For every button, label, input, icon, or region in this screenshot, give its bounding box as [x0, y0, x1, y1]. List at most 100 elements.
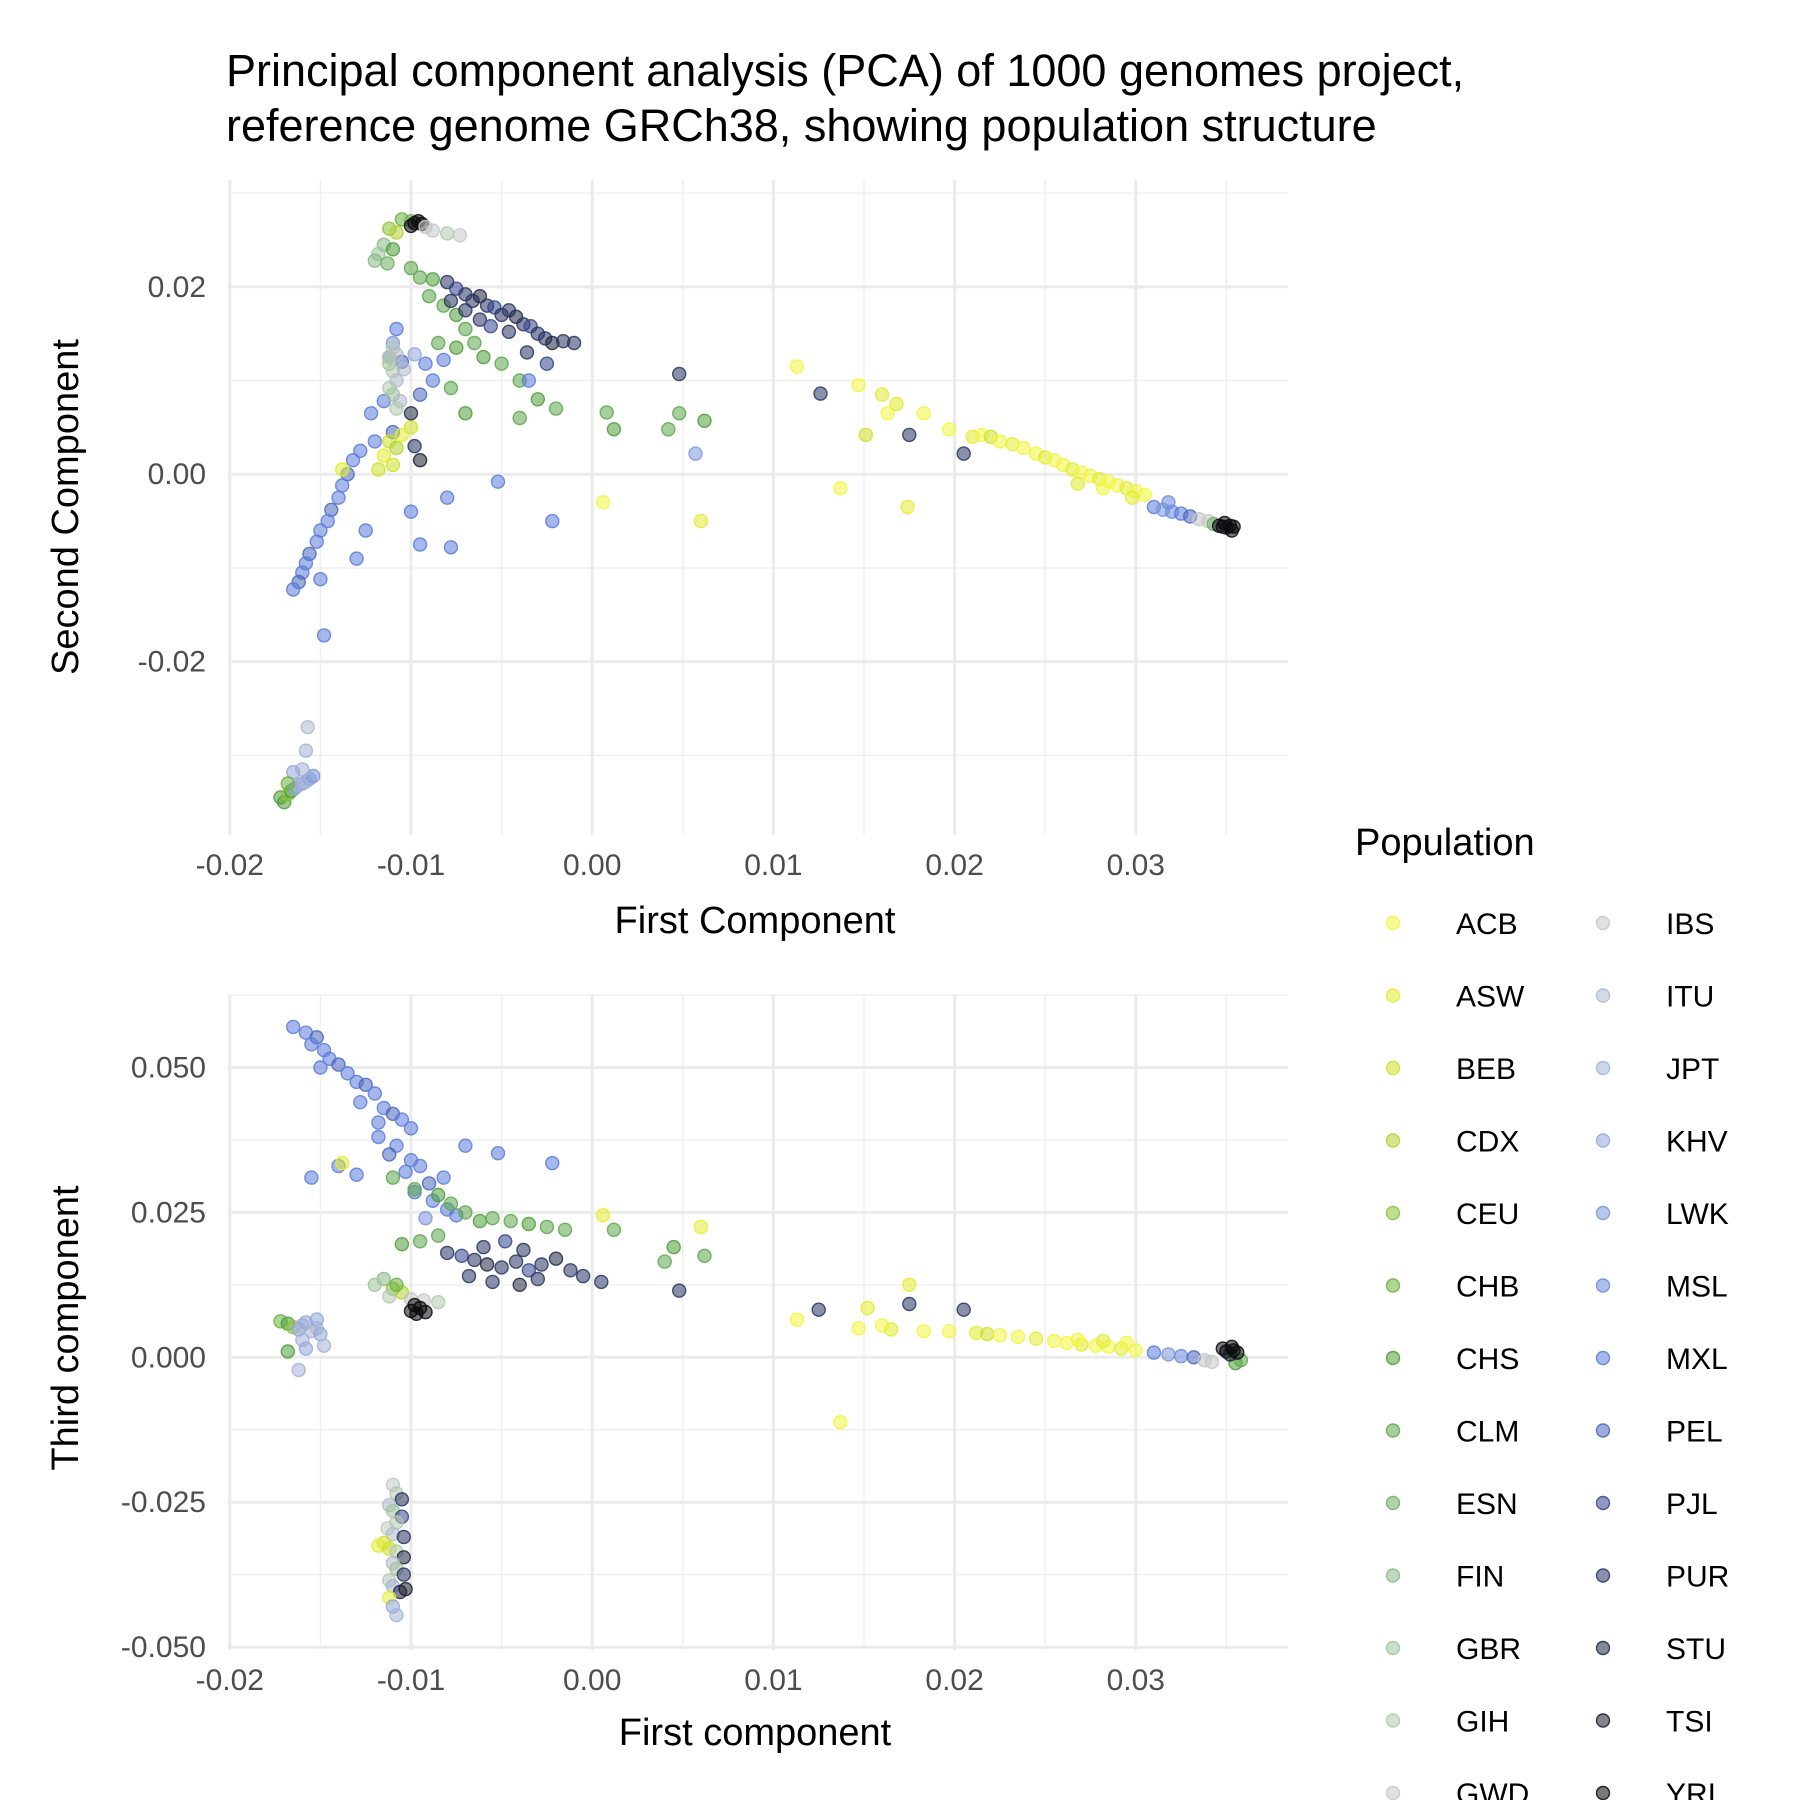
legend-label-clm: CLM — [1456, 1416, 1519, 1449]
data-point-mxl — [313, 572, 328, 587]
data-point-cdx — [389, 440, 404, 456]
data-point-clm — [443, 1196, 459, 1211]
data-point-pur — [519, 345, 535, 360]
data-point-clm — [548, 401, 564, 416]
data-point-asw — [595, 1208, 611, 1223]
data-point-pel — [382, 1147, 397, 1162]
data-point-mxl — [545, 513, 560, 529]
data-point-pur — [508, 1254, 524, 1269]
data-point-asw — [394, 427, 410, 443]
data-point-mxl — [367, 434, 382, 449]
legend-label-lwk: LWK — [1666, 1198, 1729, 1231]
data-point-msl — [1173, 1348, 1189, 1364]
data-point-gwd — [1204, 1354, 1220, 1370]
legend-label-gih: GIH — [1456, 1706, 1509, 1739]
data-point-chb — [280, 776, 295, 791]
y-axis-label-top: Second Component — [45, 339, 87, 675]
data-point-clm — [657, 1254, 672, 1269]
data-point-pur — [563, 1263, 578, 1278]
data-point-acb — [789, 359, 805, 374]
data-point-pur — [485, 1274, 500, 1290]
legend-label-pur: PUR — [1666, 1561, 1729, 1594]
data-point-stu — [472, 289, 488, 304]
data-point-mxl — [403, 1121, 419, 1136]
data-point-pur — [396, 1529, 411, 1545]
data-point-chs — [472, 1213, 488, 1229]
data-point-asw — [889, 396, 904, 412]
data-point-acb — [595, 495, 611, 510]
chart-title-line-1: Principal component analysis (PCA) of 10… — [226, 45, 1464, 96]
data-point-clm — [412, 270, 428, 285]
data-point-mxl — [353, 1094, 368, 1110]
x-tick-label: 0.00 — [563, 849, 621, 882]
x-tick-label: 0.01 — [744, 849, 802, 882]
data-point-itu — [300, 720, 315, 735]
data-point-msl — [1161, 495, 1176, 510]
data-point-gih — [382, 349, 397, 365]
data-point-pur — [501, 324, 517, 339]
data-point-stu — [396, 1550, 411, 1565]
data-point-mxl — [367, 1086, 382, 1101]
legend-key-cdx — [1385, 1133, 1401, 1148]
legend-key-yri — [1595, 1785, 1611, 1800]
data-point-pur — [534, 1257, 549, 1272]
data-point-pel — [331, 1057, 346, 1072]
x-tick-label: 0.02 — [925, 1664, 983, 1697]
legend-label-mxl: MXL — [1666, 1343, 1728, 1376]
data-point-clm — [599, 405, 614, 420]
data-point-clm — [458, 321, 473, 337]
data-point-fin — [367, 253, 382, 268]
legend-label-gbr: GBR — [1456, 1633, 1521, 1666]
data-point-pur — [811, 1302, 826, 1317]
legend-key-beb — [1385, 1060, 1401, 1076]
legend-key-asw — [1385, 988, 1401, 1003]
legend-label-pel: PEL — [1666, 1416, 1723, 1449]
data-point-asw — [693, 513, 709, 529]
data-point-pel — [358, 1077, 373, 1093]
data-point-acb — [942, 422, 957, 437]
x-axis-label-bottom: First component — [619, 1712, 892, 1754]
data-point-mxl — [412, 1158, 428, 1174]
legend-label-acb: ACB — [1456, 908, 1518, 941]
data-point-stu — [479, 1257, 495, 1272]
legend-label-pjl: PJL — [1666, 1488, 1718, 1521]
data-point-pel — [412, 387, 428, 402]
data-point-acb — [833, 481, 848, 496]
legend-label-msl: MSL — [1666, 1271, 1728, 1304]
data-point-pur — [902, 427, 917, 443]
data-point-mxl — [545, 1155, 560, 1171]
data-point-mxl — [521, 373, 536, 388]
data-point-pur — [566, 335, 582, 351]
data-point-mxl — [371, 1115, 386, 1130]
data-point-pur — [594, 1274, 609, 1290]
legend-key-pel — [1595, 1423, 1611, 1438]
data-point-acb — [1119, 1335, 1134, 1351]
data-point-pur — [672, 366, 687, 382]
data-point-acb — [851, 378, 866, 393]
data-point-pur — [956, 446, 971, 461]
data-point-asw — [335, 462, 350, 477]
data-point-lwk — [306, 768, 321, 784]
data-point-asw — [884, 1322, 899, 1337]
data-point-ibs — [425, 223, 440, 238]
legend-label-fin: FIN — [1456, 1561, 1504, 1594]
x-tick-label: -0.01 — [377, 1664, 445, 1697]
data-point-stu — [512, 1277, 527, 1293]
data-point-itu — [396, 362, 411, 377]
data-point-lwk — [688, 446, 703, 461]
legend-key-khv — [1595, 1133, 1611, 1148]
data-point-acb — [916, 1323, 931, 1339]
y-tick-label: 0.000 — [131, 1341, 206, 1374]
x-tick-label: 0.01 — [744, 1664, 802, 1697]
data-point-gih — [389, 401, 404, 416]
data-point-pur — [407, 438, 422, 454]
data-point-mxl — [340, 1066, 355, 1081]
data-point-mxl — [353, 443, 368, 458]
legend-title: Population — [1355, 822, 1535, 864]
data-point-mxl — [363, 406, 379, 421]
legend-key-jpt — [1595, 1060, 1611, 1076]
panel-pc1-vs-pc2: -0.02 -0.01 0.00 0.01 0.02 0.03 -0.02 0.00 0.02 — [138, 180, 1288, 882]
x-tick-label: 0.03 — [1107, 849, 1165, 882]
data-point-clm — [443, 380, 459, 396]
